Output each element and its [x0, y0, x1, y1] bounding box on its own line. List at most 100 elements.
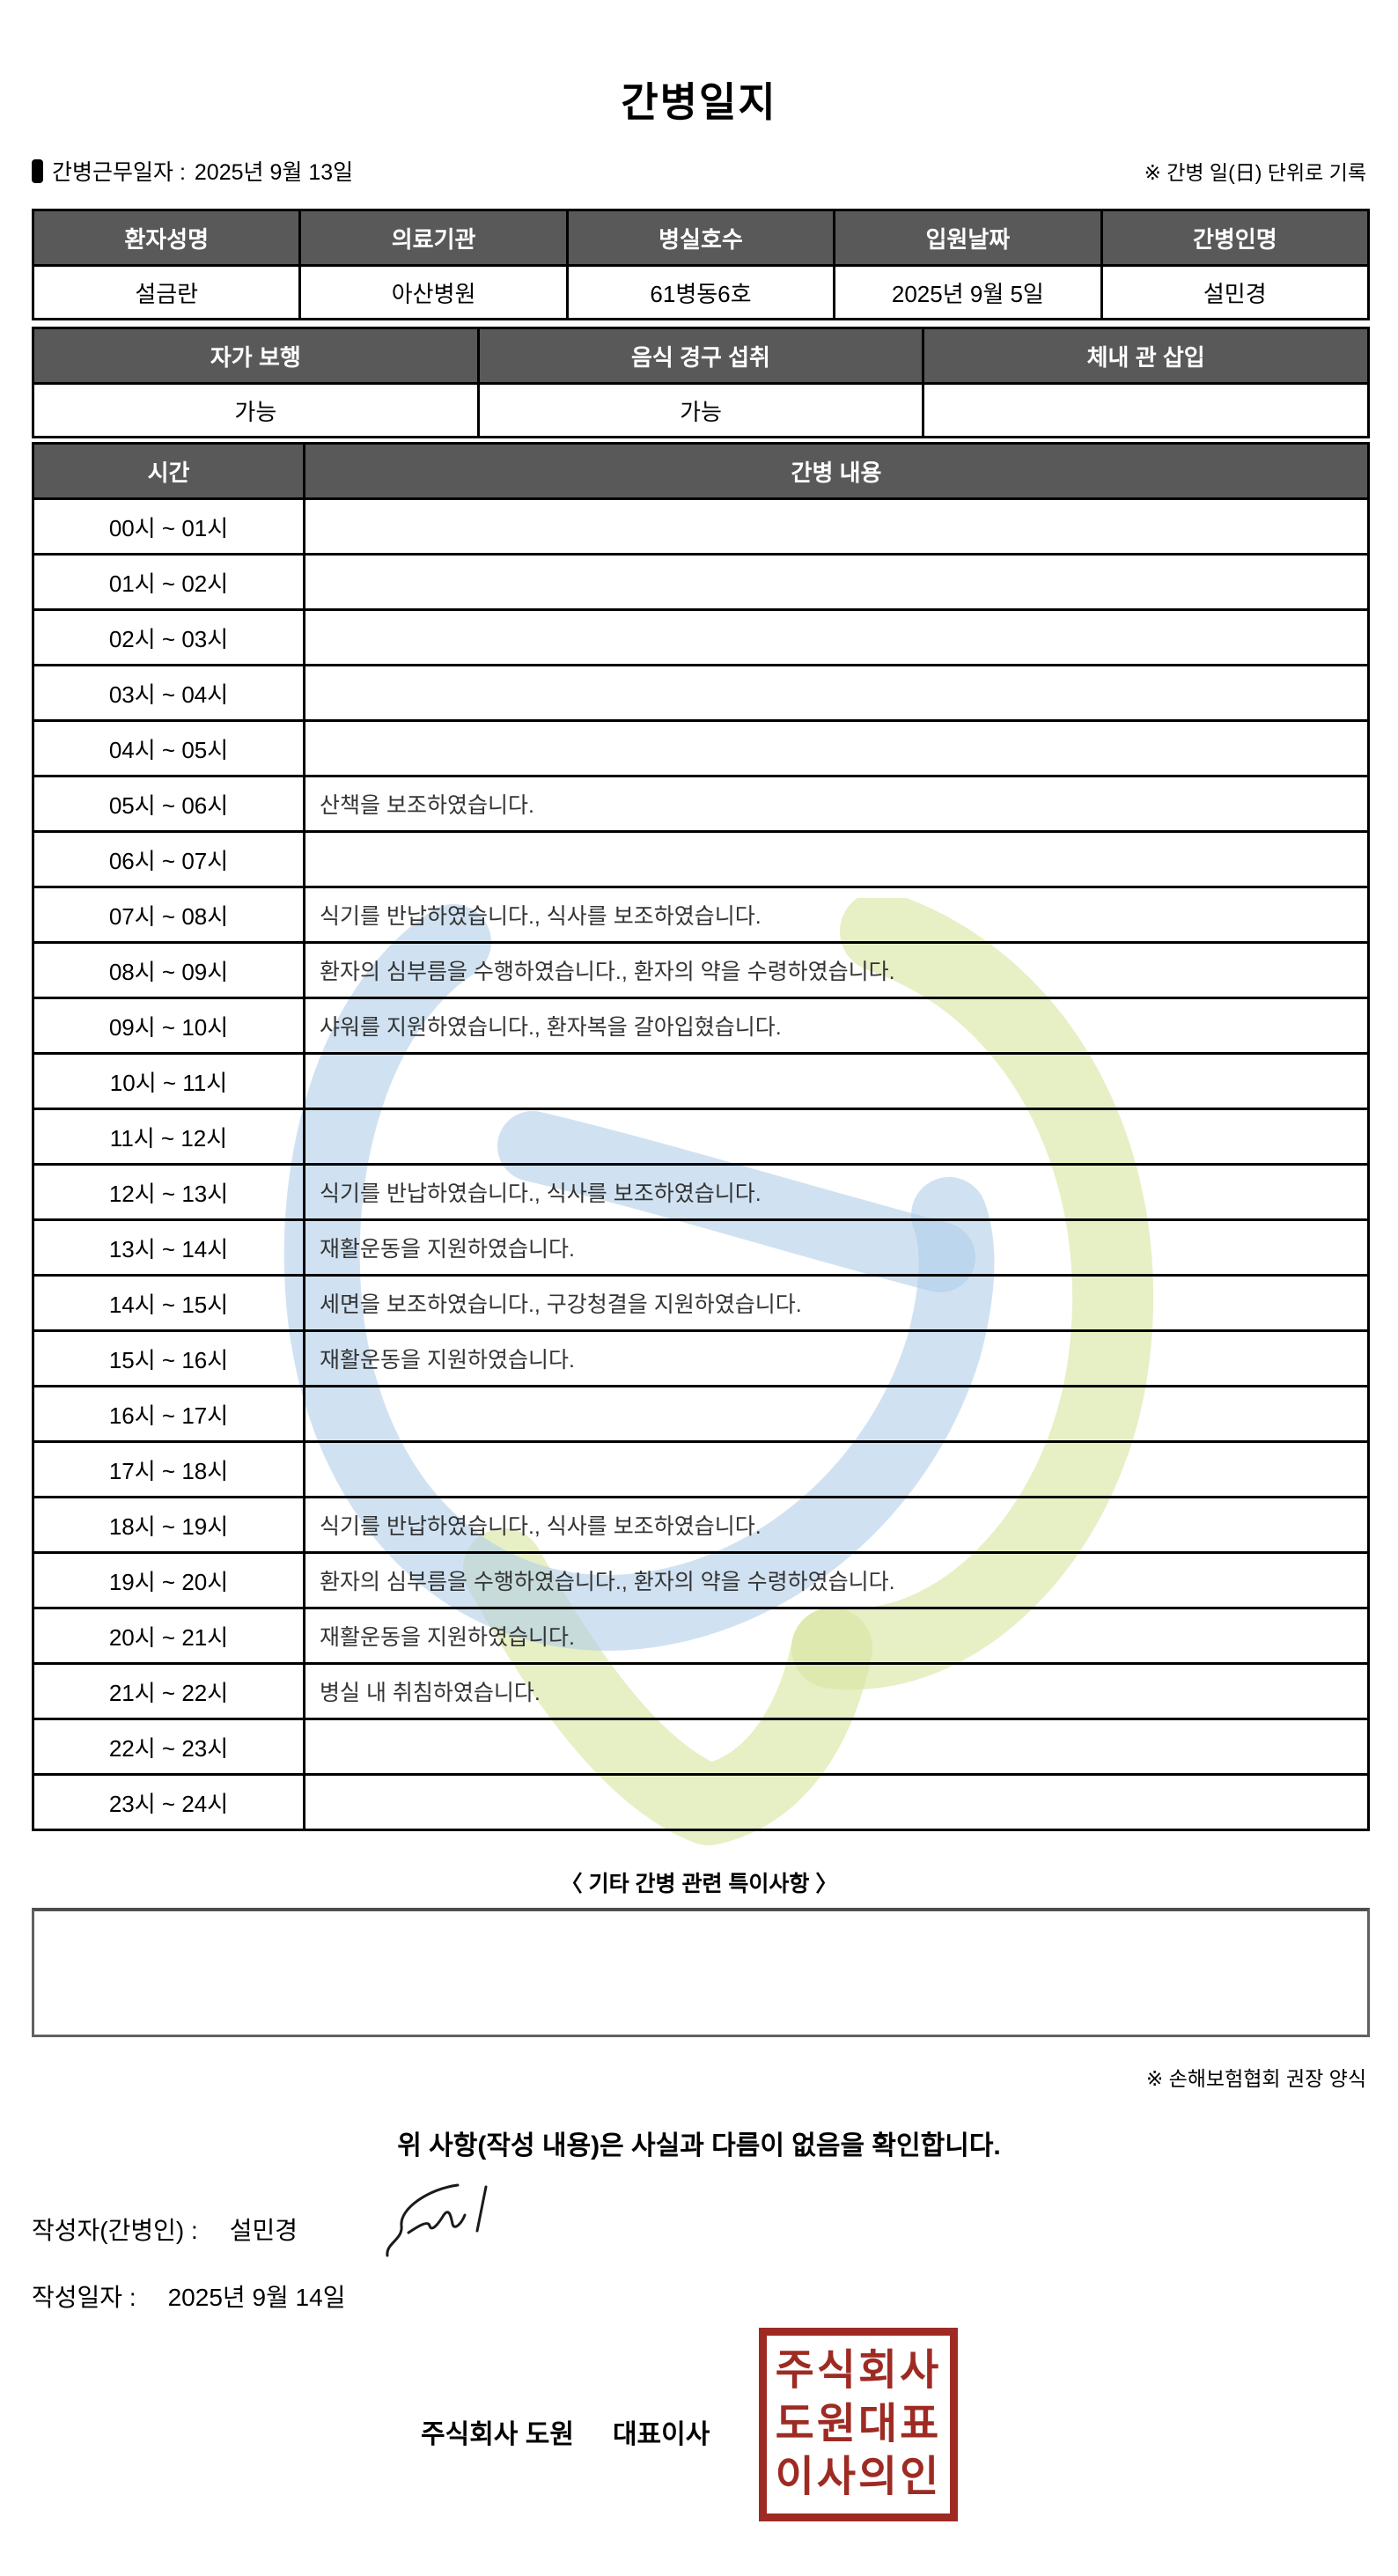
care-row: 04시 ~ 05시: [32, 719, 1370, 777]
care-row: 06시 ~ 07시: [32, 830, 1370, 888]
stamp-line: 도원대표: [775, 2400, 942, 2447]
hospital-value: 아산병원: [298, 264, 569, 320]
care-row: 16시 ~ 17시: [32, 1385, 1370, 1443]
care-row-time: 23시 ~ 24시: [32, 1773, 305, 1831]
care-row-content: 재활운동을 지원하였습니다.: [303, 1607, 1370, 1665]
unit-note: ※ 간병 일(日) 단위로 기록: [1144, 161, 1366, 184]
time-header: 시간: [32, 442, 305, 500]
stamp-line: 이사의인: [775, 2454, 942, 2501]
hospital-header: 의료기관: [298, 209, 569, 267]
care-row-time: 01시 ~ 02시: [32, 553, 305, 611]
caregiver-name-value: 설민경: [1100, 264, 1371, 320]
self-walking-value: 가능: [32, 382, 480, 438]
writer-line: 작성자(간병인) : 설민경: [32, 2212, 298, 2247]
company-name: 주식회사 도원: [421, 2420, 574, 2449]
care-row-time: 11시 ~ 12시: [32, 1108, 305, 1166]
care-row: 12시 ~ 13시 식기를 반납하였습니다., 식사를 보조하였습니다.: [32, 1163, 1370, 1221]
date-value: 2025년 9월 14일: [167, 2284, 346, 2311]
care-row-time: 19시 ~ 20시: [32, 1551, 305, 1609]
care-row-content: [303, 719, 1370, 777]
status-table-header-row: 자가 보행 음식 경구 섭취 체내 관 삽입: [32, 327, 1370, 385]
care-row: 00시 ~ 01시: [32, 497, 1370, 556]
care-row-time: 02시 ~ 03시: [32, 608, 305, 666]
care-row: 15시 ~ 16시 재활운동을 지원하였습니다.: [32, 1329, 1370, 1387]
care-row-time: 17시 ~ 18시: [32, 1440, 305, 1498]
care-row-time: 05시 ~ 06시: [32, 775, 305, 833]
care-row: 17시 ~ 18시: [32, 1440, 1370, 1498]
oral-intake-value: 가능: [476, 382, 925, 438]
duty-date-line: 간병근무일자 : 2025년 9월 13일: [32, 155, 353, 187]
form-note: ※ 손해보험협회 권장 양식: [1145, 2067, 1366, 2090]
care-row-time: 16시 ~ 17시: [32, 1385, 305, 1443]
care-row-time: 08시 ~ 09시: [32, 941, 305, 999]
care-row-content: [303, 608, 1370, 666]
care-row-content: 재활운동을 지원하였습니다.: [303, 1329, 1370, 1387]
care-row-time: 22시 ~ 23시: [32, 1718, 305, 1776]
care-row: 14시 ~ 15시 세면을 보조하였습니다., 구강청결을 지원하였습니다.: [32, 1274, 1370, 1332]
care-row: 05시 ~ 06시 산책을 보조하였습니다.: [32, 775, 1370, 833]
care-row-time: 21시 ~ 22시: [32, 1662, 305, 1720]
oral-intake-header: 음식 경구 섭취: [476, 327, 925, 385]
care-row-time: 00시 ~ 01시: [32, 497, 305, 556]
patient-table-value-row: 설금란 아산병원 61병동6호 2025년 9월 5일 설민경: [31, 264, 1371, 320]
care-row-time: 12시 ~ 13시: [32, 1163, 305, 1221]
admission-date-header: 입원날짜: [833, 209, 1103, 267]
care-row-content: [303, 1108, 1370, 1166]
care-row-time: 07시 ~ 08시: [32, 886, 305, 944]
care-row-time: 10시 ~ 11시: [32, 1052, 305, 1110]
care-row-content: [303, 830, 1370, 888]
care-row: 07시 ~ 08시 식기를 반납하였습니다., 식사를 보조하였습니다.: [32, 886, 1370, 944]
patient-table-header-row: 환자성명 의료기관 병실호수 입원날짜 간병인명: [31, 209, 1371, 267]
care-row-content: 병실 내 취침하였습니다.: [303, 1662, 1370, 1720]
care-row-content: 환자의 심부름을 수행하였습니다., 환자의 약을 수령하였습니다.: [303, 941, 1370, 999]
care-row-content: [303, 664, 1370, 722]
care-row-time: 14시 ~ 15시: [32, 1274, 305, 1332]
care-row-content: 재활운동을 지원하였습니다.: [303, 1218, 1370, 1277]
self-walking-header: 자가 보행: [32, 327, 480, 385]
care-row: 01시 ~ 02시: [32, 553, 1370, 611]
special-notes-heading: 〈 기타 간병 관련 특이사항 〉: [560, 1872, 838, 1896]
care-row: 03시 ~ 04시: [32, 664, 1370, 722]
care-row-time: 20시 ~ 21시: [32, 1607, 305, 1665]
tube-insert-header: 체내 관 삽입: [922, 327, 1370, 385]
care-log-table: 시간 간병 내용 00시 ~ 01시 01시 ~ 02시 02시 ~ 03시 0…: [32, 442, 1370, 1831]
room-header: 병실호수: [565, 209, 836, 267]
writer-name: 설민경: [229, 2217, 298, 2244]
care-row-content: [303, 553, 1370, 611]
care-row: 09시 ~ 10시 샤워를 지원하였습니다., 환자복을 갈아입혔습니다.: [32, 997, 1370, 1055]
meta-row: 간병근무일자 : 2025년 9월 13일 ※ 간병 일(日) 단위로 기록: [32, 155, 1366, 187]
care-row-content: 환자의 심부름을 수행하였습니다., 환자의 약을 수령하였습니다.: [303, 1551, 1370, 1609]
care-row-time: 13시 ~ 14시: [32, 1218, 305, 1277]
duty-date-label: 간병근무일자 :: [52, 160, 186, 185]
care-row: 23시 ~ 24시: [32, 1773, 1370, 1831]
caregiver-name-header: 간병인명: [1100, 209, 1371, 267]
care-row-time: 06시 ~ 07시: [32, 830, 305, 888]
patient-status-table: 자가 보행 음식 경구 섭취 체내 관 삽입 가능 가능: [32, 327, 1370, 438]
writer-label: 작성자(간병인) :: [32, 2217, 198, 2244]
care-content-header: 간병 내용: [303, 442, 1370, 500]
care-row-time: 09시 ~ 10시: [32, 997, 305, 1055]
patient-name-value: 설금란: [31, 264, 302, 320]
care-row-content: 식기를 반납하였습니다., 식사를 보조하였습니다.: [303, 886, 1370, 944]
care-row: 22시 ~ 23시: [32, 1718, 1370, 1776]
care-row: 21시 ~ 22시 병실 내 취침하였습니다.: [32, 1662, 1370, 1720]
date-label: 작성일자 :: [32, 2284, 136, 2311]
care-table-header-row: 시간 간병 내용: [32, 442, 1370, 500]
care-row-content: 식기를 반납하였습니다., 식사를 보조하였습니다.: [303, 1496, 1370, 1554]
stamp-line: 주식회사: [775, 2347, 942, 2395]
care-row-time: 15시 ~ 16시: [32, 1329, 305, 1387]
care-row-content: [303, 1773, 1370, 1831]
confirmation-text: 위 사항(작성 내용)은 사실과 다름이 없음을 확인합니다.: [397, 2131, 1001, 2160]
ceo-title: 대표이사: [612, 2420, 710, 2449]
patient-info-table: 환자성명 의료기관 병실호수 입원날짜 간병인명 설금란 아산병원 61병동6호…: [31, 209, 1371, 320]
care-row-content: 식기를 반납하였습니다., 식사를 보조하였습니다.: [303, 1163, 1370, 1221]
care-row: 18시 ~ 19시 식기를 반납하였습니다., 식사를 보조하였습니다.: [32, 1496, 1370, 1554]
care-row: 10시 ~ 11시: [32, 1052, 1370, 1110]
care-row-time: 03시 ~ 04시: [32, 664, 305, 722]
care-row-time: 18시 ~ 19시: [32, 1496, 305, 1554]
square-bullet-icon: [32, 158, 43, 183]
care-row-content: 샤워를 지원하였습니다., 환자복을 갈아입혔습니다.: [303, 997, 1370, 1055]
care-row: 08시 ~ 09시 환자의 심부름을 수행하였습니다., 환자의 약을 수령하였습…: [32, 941, 1370, 999]
admission-date-value: 2025년 9월 5일: [833, 264, 1103, 320]
